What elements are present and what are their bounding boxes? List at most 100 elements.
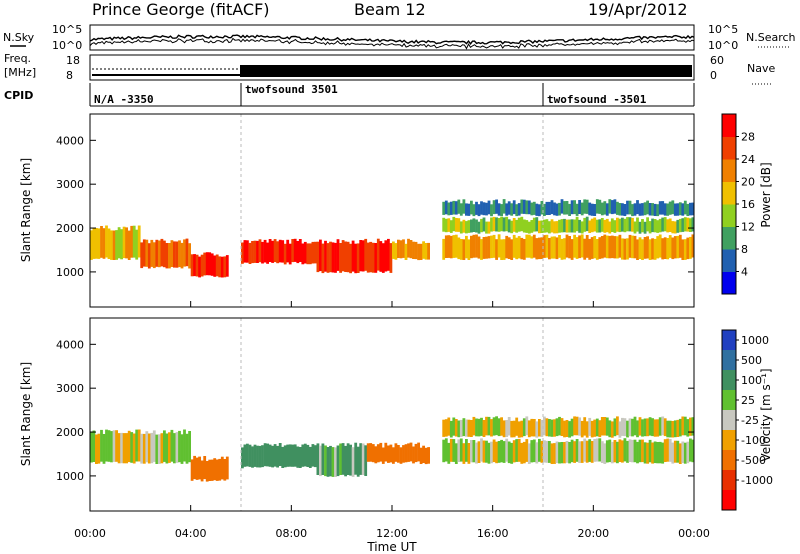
heat-cell-3-17: [283, 243, 287, 265]
heat-cell-5-39: [540, 440, 544, 463]
colorbar-tick-label-1: 8: [741, 243, 748, 256]
heat-cell-2-22: [296, 446, 300, 468]
heat-cell-5-85: [656, 442, 660, 464]
heat-cell-5-44: [553, 443, 556, 464]
nave-tick-bottom: 0: [710, 69, 717, 82]
heat-cell-6-42: [548, 238, 551, 260]
heat-cell-8-2: [447, 202, 451, 216]
heat-cell-7-32: [522, 219, 526, 233]
heat-cell-7-2: [447, 218, 451, 232]
heat-cell-2-4: [200, 254, 204, 277]
radar-title: Prince George (fitACF): [92, 0, 270, 19]
nsky-label: N.Sky: [3, 31, 35, 44]
heat-cell-6-29: [515, 237, 519, 260]
heat-cell-4-23: [374, 243, 378, 273]
heat-cell-7-73: [626, 217, 629, 232]
heat-cell-5-95: [681, 441, 685, 464]
heat-cell-6-99: [691, 234, 695, 258]
heat-cell-5-6: [457, 439, 461, 462]
y-tick-label-3: 4000: [56, 134, 84, 147]
heat-cell-7-22: [497, 218, 501, 232]
heat-cell-6-89: [666, 238, 670, 260]
heat-cell-5-22: [497, 441, 501, 463]
heat-cell-5-12: [472, 440, 476, 463]
heat-cell-0-9: [112, 430, 116, 462]
y-tick-label-0: 1000: [56, 266, 84, 279]
heat-cell-7-79: [641, 219, 644, 233]
heat-cell-5-13: [424, 243, 428, 260]
heat-cell-0-8: [110, 230, 113, 260]
heat-cell-6-25: [505, 235, 509, 259]
heat-cell-4-21: [369, 241, 373, 273]
heat-cell-2-28: [311, 444, 315, 467]
heat-cell-6-57: [585, 235, 589, 258]
heat-cell-8-14: [477, 204, 481, 217]
heat-cell-6-38: [538, 237, 541, 260]
heat-cell-3-13: [273, 239, 277, 263]
heat-cell-6-62: [598, 420, 602, 438]
heat-cell-3-4: [251, 241, 254, 264]
heat-cell-7-62: [598, 219, 602, 233]
heat-cell-1-7: [208, 459, 212, 481]
heat-cell-0-6: [105, 225, 108, 258]
heat-cell-6-85: [656, 236, 660, 259]
heat-cell-8-65: [605, 203, 609, 216]
heat-cell-4-16: [407, 443, 410, 462]
heat-cell-6-27: [510, 239, 514, 260]
colorbar-tick-label-6: -500: [741, 454, 766, 467]
beam-label: Beam 12: [354, 0, 426, 19]
heat-cell-7-24: [502, 217, 506, 232]
heat-cell-0-4: [100, 429, 103, 462]
heat-cell-6-56: [583, 417, 587, 436]
heat-cell-7-97: [686, 217, 690, 232]
heat-cell-7-63: [600, 218, 604, 232]
heat-cell-0-4: [100, 226, 103, 258]
heat-cell-5-63: [600, 441, 604, 463]
heat-cell-0-26: [155, 434, 159, 464]
heat-cell-5-54: [578, 441, 581, 463]
heat-cell-8-6: [457, 199, 461, 214]
heat-cell-6-45: [555, 237, 559, 260]
heat-cell-1-18: [185, 238, 189, 267]
heat-cell-3-18: [361, 443, 365, 475]
heat-cell-2-24: [301, 444, 305, 467]
heat-cell-6-65: [605, 235, 609, 259]
heat-cell-6-94: [678, 418, 682, 437]
heat-cell-5-17: [485, 440, 488, 463]
heat-cell-4-13: [399, 447, 403, 464]
heat-cell-7-57: [585, 216, 589, 232]
heat-cell-5-6: [407, 238, 410, 258]
sky-panel-frame: [89, 24, 695, 51]
heat-cell-1-17: [183, 239, 186, 267]
nsearch-label: N.Search: [746, 31, 796, 44]
heat-cell-7-41: [545, 219, 549, 233]
colorbar-tick-label-2: 12: [741, 221, 755, 234]
heat-cell-2-14: [225, 255, 229, 277]
heat-cell-5-21: [495, 441, 498, 464]
heat-cell-6-19: [490, 419, 493, 437]
heat-cell-6-15: [480, 417, 483, 436]
heat-cell-6-22: [497, 234, 501, 258]
heat-cell-5-99: [691, 439, 695, 463]
heat-cell-4-1: [369, 443, 373, 462]
heat-cell-8-79: [641, 203, 644, 216]
heat-cell-6-73: [626, 238, 629, 260]
heat-cell-5-2: [397, 239, 400, 258]
heat-cell-2-27: [308, 446, 312, 468]
heat-cell-6-5: [454, 234, 458, 258]
velocity-panel-frame: [89, 317, 695, 512]
heat-cell-6-97: [686, 419, 690, 437]
heat-cell-1-19: [188, 243, 191, 269]
freq-tick-bottom: 8: [66, 69, 73, 82]
heat-cell-6-2: [447, 235, 451, 258]
heat-cell-6-61: [595, 418, 599, 437]
colorbar-tick-label-1: 500: [741, 354, 762, 367]
heat-cell-6-99: [691, 417, 695, 436]
heat-cell-8-69: [616, 201, 619, 215]
heat-cell-6-32: [522, 418, 526, 437]
heat-cell-8-56: [583, 199, 587, 214]
heat-cell-6-57: [585, 421, 589, 438]
heat-cell-5-66: [608, 439, 612, 463]
y-tick-label-1: 2000: [56, 426, 84, 439]
heat-cell-7-3: [449, 220, 453, 233]
